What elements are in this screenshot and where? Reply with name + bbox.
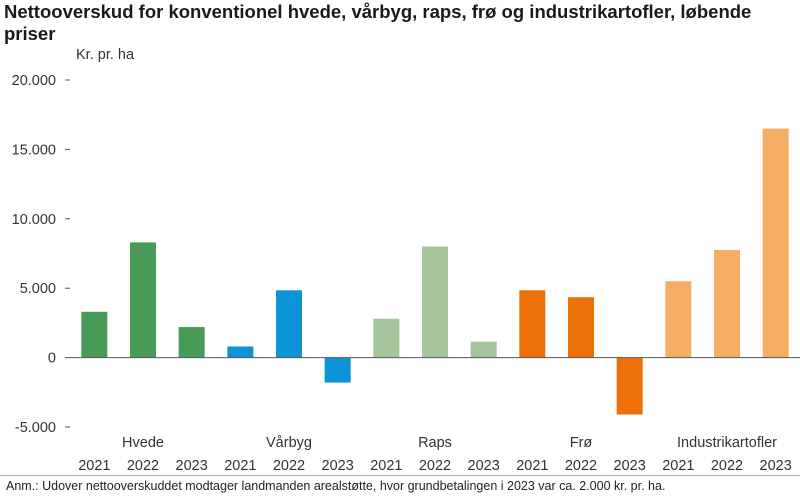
bar-vårbyg-2022 [276,290,302,358]
bar-raps-2022 [422,246,448,358]
bar-industrikartofler-2021 [665,281,692,358]
x-group-label: Industrikartofler [677,435,777,451]
x-year-label: 2023 [468,458,500,474]
chart-title: Nettooverskud for konventionel hvede, vå… [4,1,752,44]
x-year-label: 2021 [78,458,110,474]
y-tick-label: -5.000 [15,420,56,436]
y-tick-label: 0 [48,351,56,367]
y-tick-label: 5.000 [20,281,56,297]
bar-frø-2021 [519,290,546,358]
x-year-label: 2023 [176,458,208,474]
bar-raps-2021 [373,318,400,358]
y-tick-label: 15.000 [12,142,56,158]
bar-hvede-2023 [178,327,205,358]
x-year-label: 2022 [127,458,159,474]
x-group-label: Vårbyg [266,435,312,451]
bar-industrikartofler-2023 [762,128,789,358]
x-group-label: Hvede [122,435,164,451]
bar-frø-2023 [616,357,643,415]
x-group-label: Frø [570,435,593,451]
footnote: Anm.: Udover nettooverskuddet modtager l… [0,475,800,499]
x-year-label: 2023 [614,458,646,474]
bar-vårbyg-2021 [227,346,254,358]
y-axis-unit-label: Kr. pr. ha [76,47,135,63]
x-group-label: Raps [418,435,452,451]
x-year-label: 2021 [516,458,548,474]
x-year-label: 2022 [419,458,451,474]
x-year-label: 2022 [273,458,305,474]
bar-raps-2023 [470,341,497,358]
y-axis-ticks: 20.000 15.000 10.000 5.000 0 -5.000 [12,73,70,436]
x-year-label: 2021 [370,458,402,474]
bar-vårbyg-2023 [324,357,351,383]
bar-frø-2022 [568,297,594,358]
x-axis-labels: 2021 2022 2023 Hvede 2021 2022 2023 Vårbyg 2021 2… [78,435,792,474]
bar-hvede-2022 [130,242,156,358]
x-year-label: 2021 [662,458,694,474]
bars [81,128,789,415]
x-year-label: 2023 [322,458,354,474]
x-year-label: 2022 [565,458,597,474]
x-year-label: 2022 [711,458,743,474]
bar-hvede-2021 [81,311,108,358]
bar-industrikartofler-2022 [714,250,740,358]
x-year-label: 2023 [760,458,792,474]
y-tick-label: 10.000 [12,212,56,228]
y-tick-label: 20.000 [12,73,56,89]
x-year-label: 2021 [224,458,256,474]
